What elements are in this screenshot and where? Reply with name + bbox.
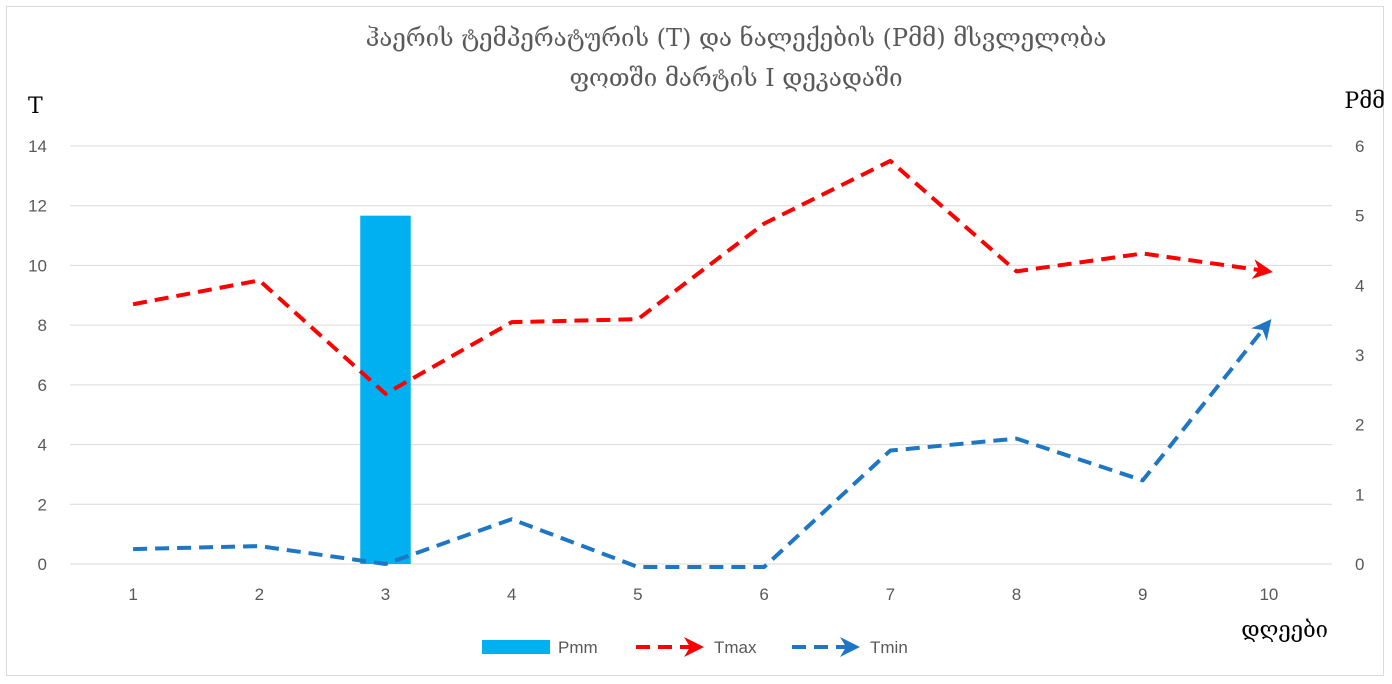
x-tick-label: 9 bbox=[1138, 585, 1147, 604]
y-axis-right-title: Pმმ bbox=[1344, 89, 1385, 114]
x-tick-label: 2 bbox=[255, 585, 264, 604]
legend-swatch-pmm bbox=[482, 640, 550, 654]
legend-label-tmax: Tmax bbox=[714, 638, 757, 657]
y-right-tick-label: 5 bbox=[1355, 207, 1364, 226]
y-right-tick-label: 6 bbox=[1355, 137, 1364, 156]
x-tick-label: 7 bbox=[886, 585, 895, 604]
y-right-tick-label: 4 bbox=[1355, 276, 1364, 295]
x-tick-label: 5 bbox=[633, 585, 642, 604]
x-tick-label: 10 bbox=[1259, 585, 1278, 604]
x-tick-label: 4 bbox=[507, 585, 516, 604]
legend-label-pmm: Pmm bbox=[558, 638, 598, 657]
bar-pmm-3 bbox=[360, 215, 411, 564]
y-left-tick-label: 0 bbox=[38, 555, 47, 574]
y-axis-left-title: T bbox=[28, 94, 43, 119]
y-right-tick-label: 2 bbox=[1355, 416, 1364, 435]
line-series bbox=[132, 158, 1273, 569]
legend-label-tmin: Tmin bbox=[870, 638, 908, 657]
x-tick-label: 8 bbox=[1012, 585, 1021, 604]
y-right-tick-label: 1 bbox=[1355, 485, 1364, 504]
gridlines bbox=[70, 145, 1332, 565]
x-tick-label: 3 bbox=[381, 585, 390, 604]
line-tmax bbox=[132, 158, 1273, 396]
y-left-tick-label: 10 bbox=[28, 256, 47, 275]
x-axis-title: დღეები bbox=[1241, 618, 1328, 643]
x-tick-label: 1 bbox=[128, 585, 137, 604]
y-left-tick-label: 2 bbox=[38, 495, 47, 514]
chart-title-line2: ფოთში მარტის I დეკადაში bbox=[569, 64, 902, 92]
bar-series-pmm bbox=[360, 215, 411, 564]
line-tmin bbox=[133, 319, 1272, 569]
x-tick-label: 6 bbox=[759, 585, 768, 604]
chart-title-line1: ჰაერის ტემპერატურის (T) და ნალექების (Pმ… bbox=[366, 24, 1107, 52]
y-left-tick-label: 6 bbox=[38, 376, 47, 395]
y-left-tick-label: 4 bbox=[38, 436, 47, 455]
y-right-tick-label: 0 bbox=[1355, 555, 1364, 574]
y-left-tick-label: 14 bbox=[28, 137, 47, 156]
legend: Pmm Tmax Tmin bbox=[482, 637, 908, 657]
y-right-tick-label: 3 bbox=[1355, 346, 1364, 365]
y-left-tick-label: 12 bbox=[28, 197, 47, 216]
y-left-tick-label: 8 bbox=[38, 316, 47, 335]
